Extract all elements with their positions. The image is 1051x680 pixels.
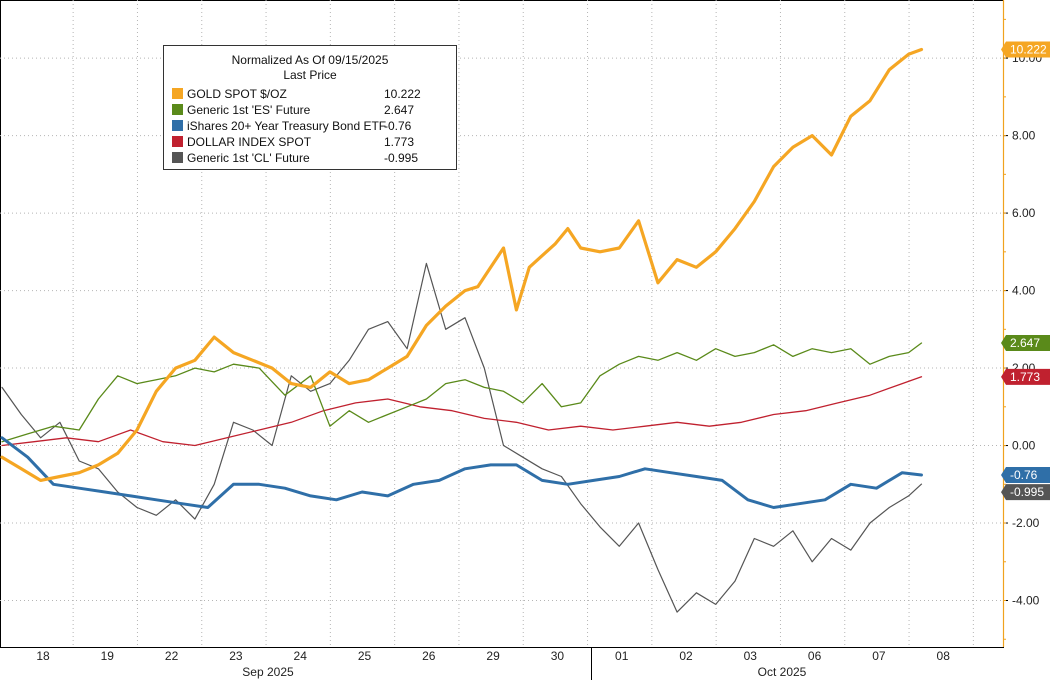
legend-title: Normalized As Of 09/15/2025 <box>231 53 389 67</box>
x-tick-label: 22 <box>165 649 179 663</box>
y-tick-label: 6.00 <box>1012 206 1036 220</box>
series-line <box>1 262 923 613</box>
legend-value: 1.773 <box>384 135 415 149</box>
tag-background <box>1001 484 1050 501</box>
last-price-tag: 10.222 <box>1001 41 1050 58</box>
series-lines <box>0 47 924 613</box>
x-tick-label: 24 <box>294 649 308 663</box>
legend-value: -0.995 <box>384 151 419 165</box>
x-tick-label: 29 <box>486 649 500 663</box>
y-axis: 10.008.006.004.002.000.00-2.00-4.00 <box>1002 0 1042 647</box>
legend-swatch <box>172 152 183 163</box>
legend-item-cl: Generic 1st 'CL' Future -0.995 <box>172 150 418 166</box>
legend-swatch <box>172 136 183 147</box>
series-line <box>0 47 924 482</box>
tag-value: 1.773 <box>1010 370 1040 384</box>
x-tick-label: 18 <box>36 649 50 663</box>
y-tick-label: -2.00 <box>1012 516 1040 530</box>
legend: Normalized As Of 09/15/2025 Last Price G… <box>163 45 457 170</box>
legend-swatch <box>172 120 183 131</box>
x-tick-label: 26 <box>422 649 436 663</box>
series-line <box>0 436 923 509</box>
month-label-oct: Oct 2025 <box>758 665 807 679</box>
legend-item-dxy: DOLLAR INDEX SPOT 1.773 <box>172 134 414 150</box>
legend-value: -0.76 <box>384 119 412 133</box>
last-price-tag: -0.76 <box>1001 466 1050 483</box>
x-tick-label: 06 <box>808 649 822 663</box>
legend-label: DOLLAR INDEX SPOT <box>187 135 312 149</box>
tag-value: 10.222 <box>1010 43 1047 57</box>
y-tick-label: 8.00 <box>1012 129 1036 143</box>
legend-item-gold: GOLD SPOT $/OZ 10.222 <box>172 86 421 102</box>
legend-item-es: Generic 1st 'ES' Future 2.647 <box>172 102 414 118</box>
legend-subtitle: Last Price <box>283 68 337 82</box>
tag-value: -0.995 <box>1010 485 1044 499</box>
x-tick-label: 02 <box>679 649 693 663</box>
legend-item-tlt: iShares 20+ Year Treasury Bond ETF -0.76 <box>172 118 411 134</box>
x-axis: 18 19 22 23 24 25 26 29 30 01 02 03 06 07 08 Sep 2025 Oc… <box>36 649 950 679</box>
legend-swatch <box>172 104 183 115</box>
x-tick-label: 03 <box>744 649 758 663</box>
legend-label: iShares 20+ Year Treasury Bond ETF <box>187 119 387 133</box>
x-tick-label: 19 <box>101 649 115 663</box>
grid-lines <box>0 0 1004 680</box>
x-tick-label: 01 <box>615 649 629 663</box>
x-tick-label: 23 <box>229 649 243 663</box>
x-tick-label: 08 <box>937 649 951 663</box>
y-tick-label: 4.00 <box>1012 284 1036 298</box>
legend-label: Generic 1st 'CL' Future <box>187 151 310 165</box>
tag-value: -0.76 <box>1010 468 1038 482</box>
series-line <box>1 376 923 447</box>
y-tick-label: -4.00 <box>1012 594 1040 608</box>
tag-value: 2.647 <box>1010 336 1040 350</box>
x-tick-label: 30 <box>551 649 565 663</box>
legend-label: GOLD SPOT $/OZ <box>187 87 287 101</box>
y-tick-label: 0.00 <box>1012 439 1036 453</box>
legend-value: 2.647 <box>384 103 415 117</box>
last-price-tag: 2.647 <box>1001 334 1050 351</box>
x-tick-label: 07 <box>872 649 886 663</box>
tag-background <box>1001 466 1050 483</box>
legend-swatch <box>172 88 183 99</box>
tag-background <box>1001 368 1050 385</box>
legend-label: Generic 1st 'ES' Future <box>187 103 311 117</box>
last-price-tags: -0.995 1.773 2.647 -0.76 10.222 <box>1001 41 1050 501</box>
tag-background <box>1001 41 1050 58</box>
tag-background <box>1001 334 1050 351</box>
month-label-sep: Sep 2025 <box>242 665 294 679</box>
x-tick-label: 25 <box>358 649 372 663</box>
last-price-tag: 1.773 <box>1001 368 1050 385</box>
legend-value: 10.222 <box>384 87 421 101</box>
plot-frame <box>0 0 1004 648</box>
last-price-tag: -0.995 <box>1001 484 1050 501</box>
